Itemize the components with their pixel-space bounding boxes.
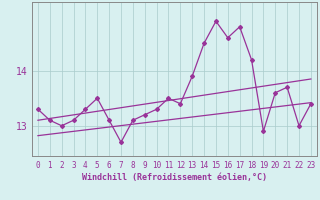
X-axis label: Windchill (Refroidissement éolien,°C): Windchill (Refroidissement éolien,°C) (82, 173, 267, 182)
